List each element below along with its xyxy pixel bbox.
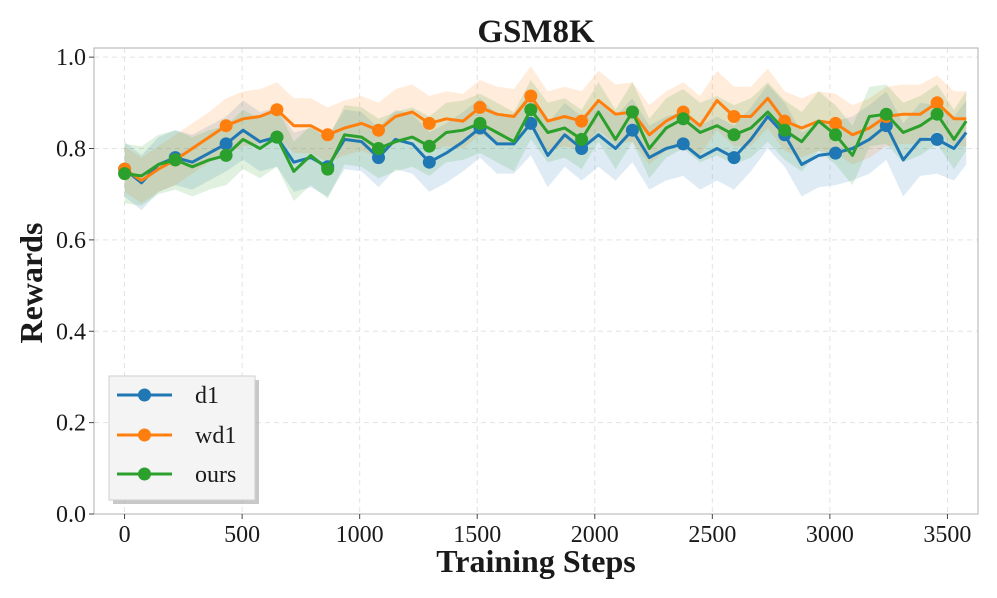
point-d1	[625, 123, 639, 137]
y-axis-label: Rewards	[13, 223, 49, 344]
y-tick-label: 0.0	[56, 502, 86, 528]
x-tick-label: 1500	[453, 522, 501, 548]
point-ours	[321, 162, 335, 176]
legend-label-wd1: wd1	[195, 423, 236, 449]
plot-frame	[93, 47, 979, 515]
x-tick-label: 500	[224, 522, 260, 548]
point-ours	[829, 128, 842, 142]
point-ours	[473, 116, 487, 130]
point-ours	[727, 128, 741, 142]
point-ours	[676, 112, 690, 126]
x-tick-label: 1000	[336, 522, 384, 548]
chart-title: GSM8K	[477, 14, 595, 50]
point-wd1	[473, 100, 487, 114]
point-wd1	[930, 96, 944, 110]
point-d1	[524, 116, 538, 130]
y-tick-label: 0.2	[56, 411, 86, 437]
point-ours	[930, 107, 944, 121]
series-lines	[118, 89, 968, 185]
y-tick-label: 1.0	[56, 45, 86, 71]
point-wd1	[321, 128, 335, 142]
point-wd1	[422, 116, 436, 130]
legend-marker-d1	[138, 388, 151, 402]
point-ours	[625, 105, 639, 119]
point-wd1	[524, 89, 538, 103]
y-axis-ticks: 0.0 0.2 0.4 0.6 0.8 1.0	[56, 45, 94, 528]
band-wd1	[124, 66, 967, 204]
point-wd1	[727, 110, 741, 123]
point-ours	[778, 123, 792, 137]
point-d1	[930, 132, 944, 146]
y-tick-label: 0.6	[56, 228, 86, 254]
point-ours	[879, 107, 893, 121]
legend-item-wd1: wd1	[117, 423, 236, 449]
y-tick-label: 0.4	[56, 319, 86, 345]
line-ours	[124, 108, 968, 178]
legend-label-ours: ours	[195, 462, 236, 488]
point-wd1	[372, 123, 385, 137]
x-tick-label: 0	[119, 522, 131, 548]
legend-label-d1: d1	[195, 383, 219, 409]
x-tick-label: 2500	[688, 522, 736, 548]
point-ours	[270, 130, 284, 144]
legend-marker-wd1	[138, 428, 151, 442]
legend-box	[108, 375, 256, 501]
x-tick-label: 3000	[806, 522, 854, 548]
point-d1	[422, 155, 436, 169]
point-ours	[118, 167, 132, 181]
point-ours	[524, 103, 538, 117]
legend: d1 wd1 ours	[108, 375, 259, 504]
point-ours	[168, 153, 182, 167]
legend-item-ours: ours	[117, 462, 236, 488]
point-ours	[422, 139, 436, 153]
point-wd1	[778, 114, 792, 128]
point-ours	[575, 132, 589, 146]
band-d1	[124, 84, 967, 211]
point-wd1	[575, 114, 589, 128]
point-d1	[727, 151, 741, 165]
legend-item-d1: d1	[117, 383, 219, 409]
point-d1	[219, 137, 233, 151]
point-wd1	[219, 119, 233, 133]
point-d1	[372, 151, 385, 165]
y-tick-label: 0.8	[56, 137, 86, 163]
x-axis-label: Training Steps	[436, 543, 635, 579]
point-ours	[372, 142, 385, 155]
legend-marker-ours	[138, 467, 151, 481]
series-ours	[118, 103, 968, 181]
x-tick-label: 3500	[923, 522, 971, 548]
point-d1	[829, 146, 842, 160]
point-d1	[879, 119, 893, 133]
point-wd1	[270, 103, 284, 117]
point-d1	[676, 137, 690, 151]
x-tick-label: 2000	[571, 522, 619, 548]
point-wd1	[829, 116, 842, 130]
x-axis-ticks: 0 500 1000 1500 2000 2500 3000 3500	[119, 514, 971, 548]
point-d1	[575, 142, 589, 155]
point-ours	[219, 148, 233, 162]
